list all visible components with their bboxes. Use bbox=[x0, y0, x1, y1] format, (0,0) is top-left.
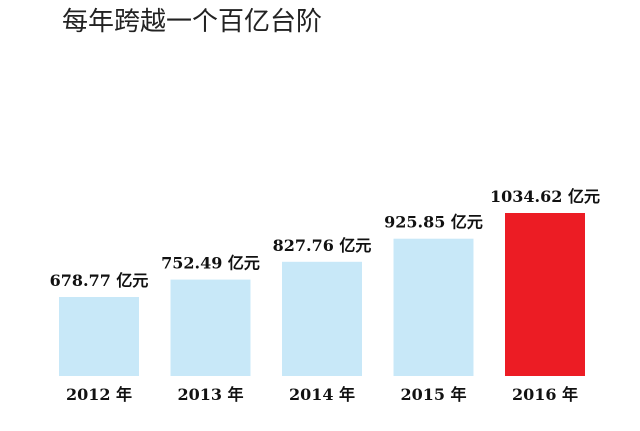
value-label-2: 827.76 亿元 bbox=[273, 236, 372, 255]
category-label-0: 2012 年 bbox=[66, 385, 132, 404]
bar-4 bbox=[505, 213, 585, 376]
bar-0 bbox=[59, 297, 139, 376]
value-labels-group: 678.77 亿元 752.49 亿元 827.76 亿元 925.85 亿元 1034… bbox=[50, 187, 600, 290]
bars-group bbox=[59, 213, 585, 376]
bar-3 bbox=[393, 238, 474, 376]
bar-1 bbox=[170, 279, 251, 376]
value-label-0: 678.77 亿元 bbox=[50, 271, 149, 290]
category-label-2: 2014 年 bbox=[289, 385, 355, 404]
value-label-4: 1034.62 亿元 bbox=[490, 187, 600, 206]
chart-title: 每年跨越一个百亿台阶 bbox=[62, 7, 322, 37]
category-labels-group: 2012 年 2013 年 2014 年 2015 年 2016 年 bbox=[66, 385, 578, 404]
value-label-1: 752.49 亿元 bbox=[161, 254, 260, 273]
category-label-1: 2013 年 bbox=[177, 385, 243, 404]
value-label-3: 925.85 亿元 bbox=[384, 213, 483, 232]
bar-2 bbox=[282, 261, 362, 376]
category-label-3: 2015 年 bbox=[400, 385, 466, 404]
category-label-4: 2016 年 bbox=[512, 385, 578, 404]
